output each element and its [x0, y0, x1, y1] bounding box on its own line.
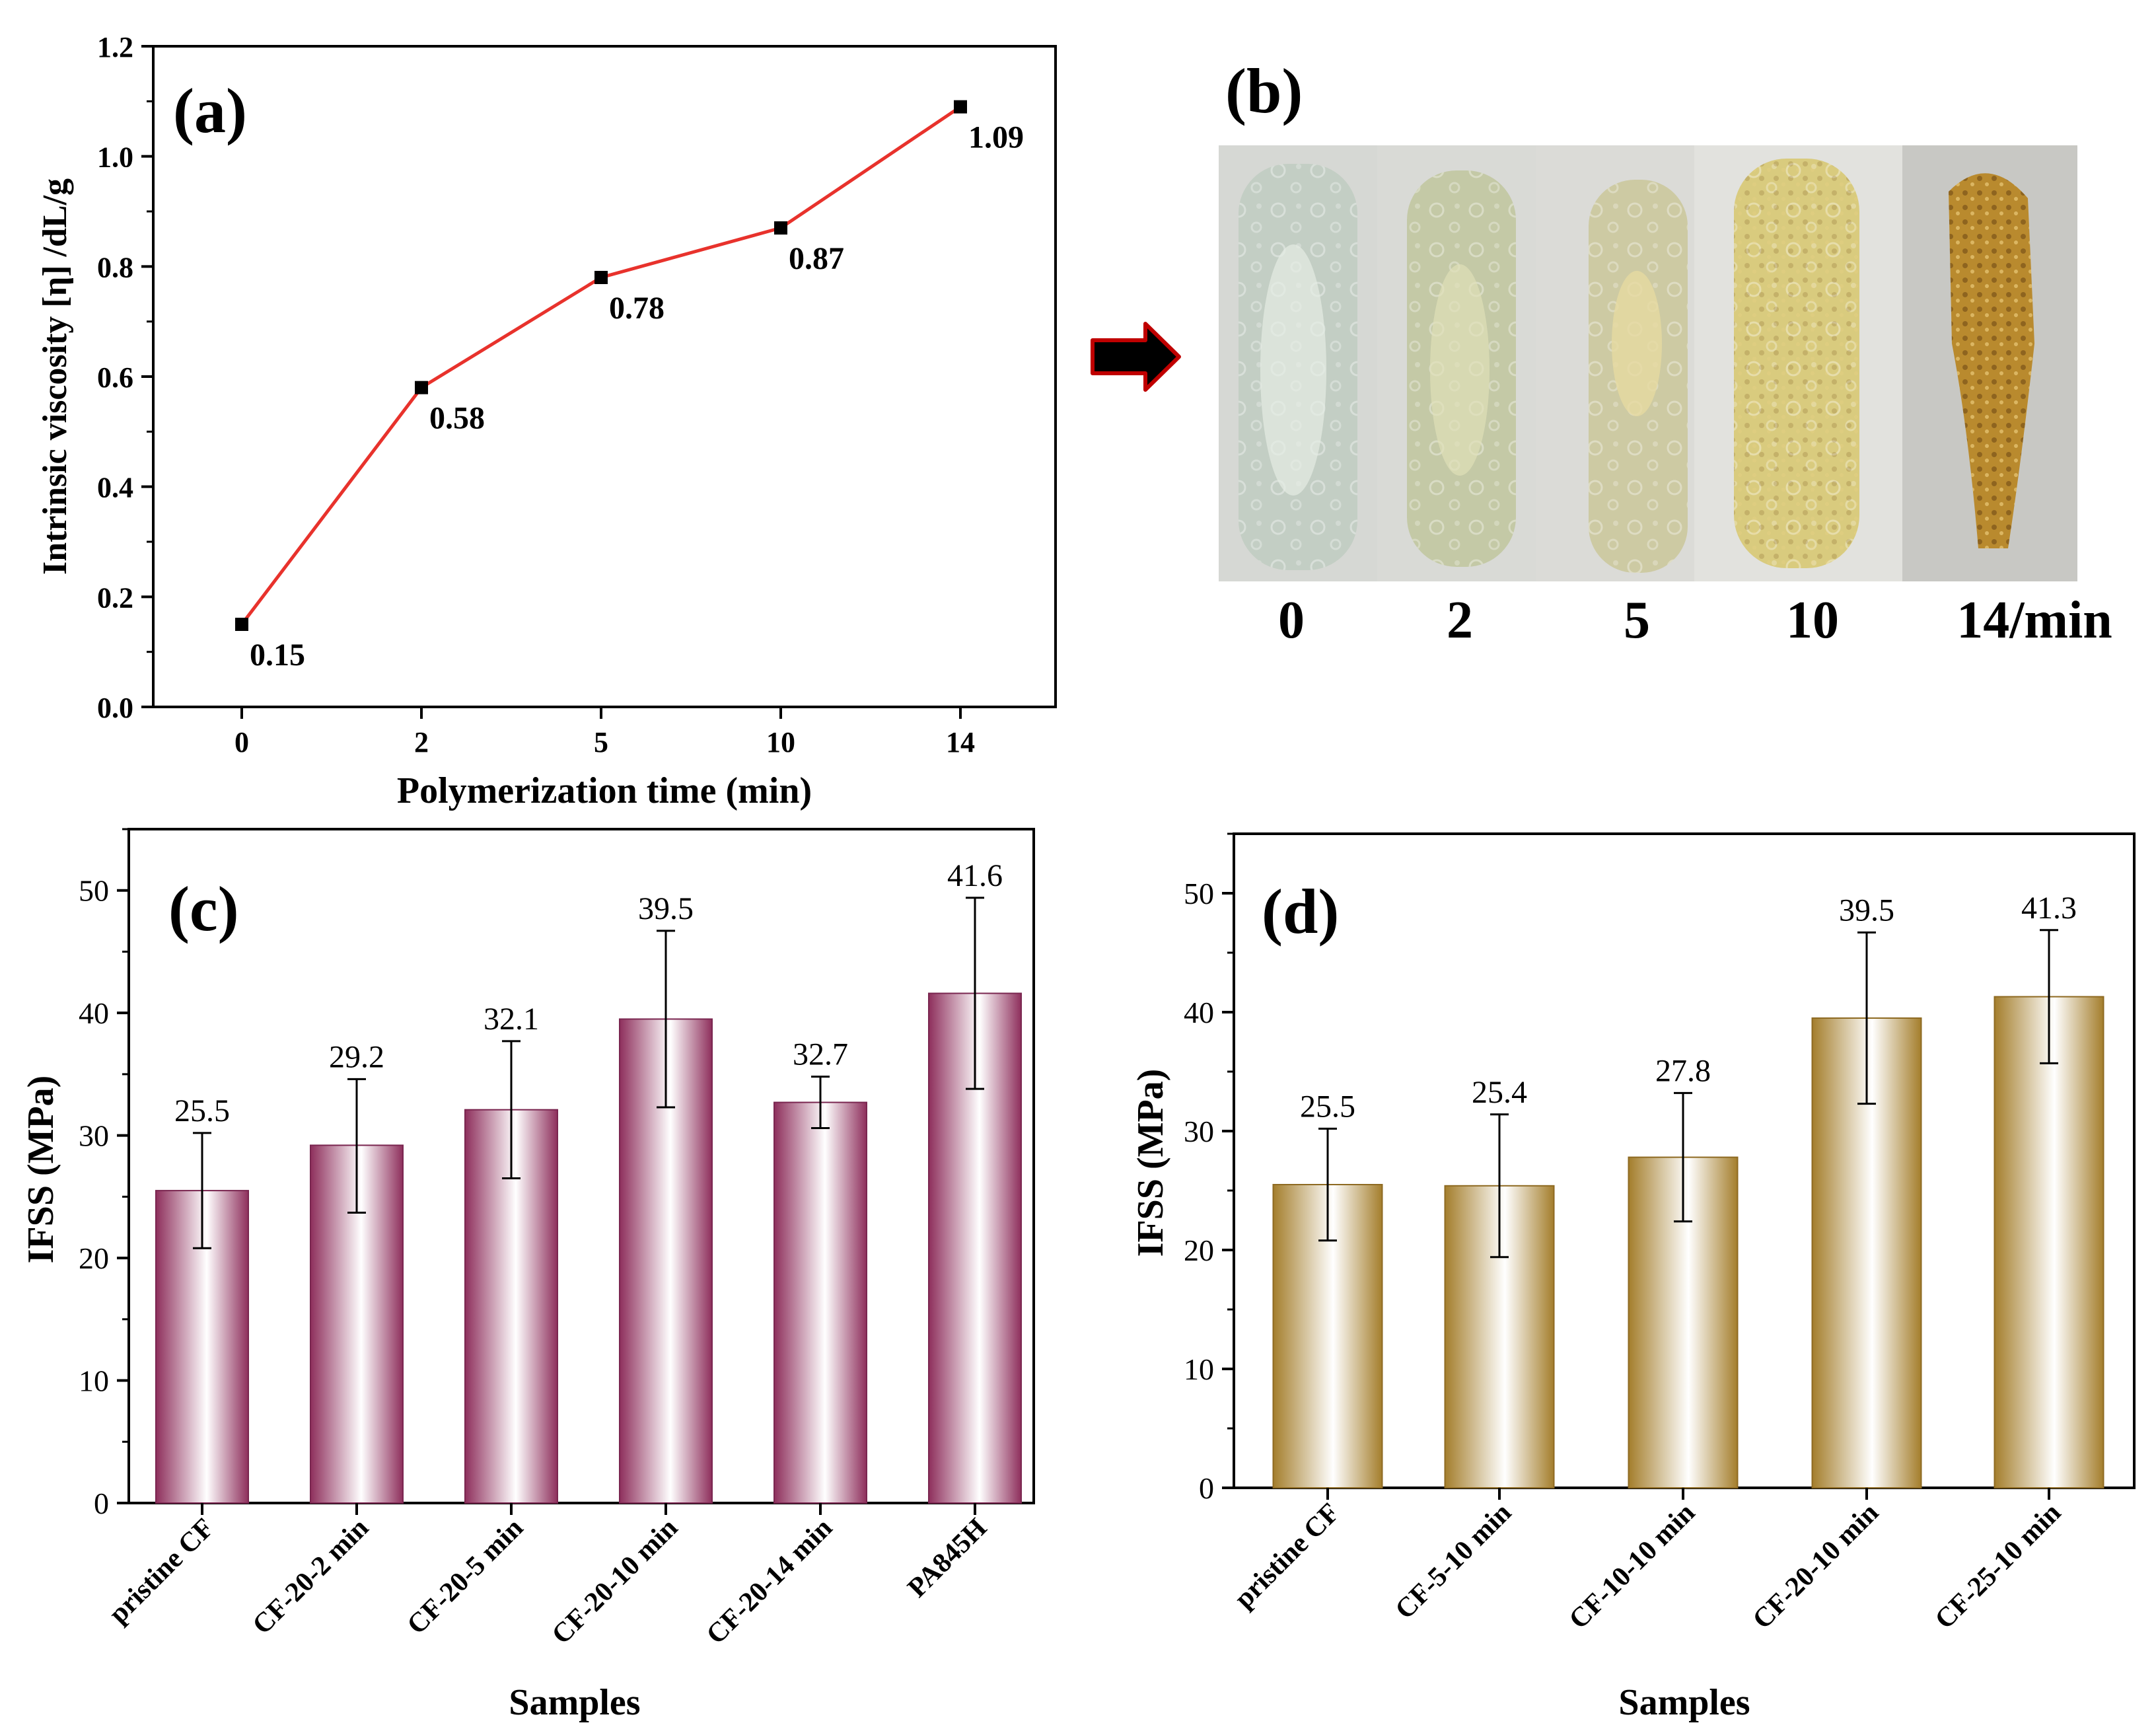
y-tick-label: 20: [79, 1241, 109, 1275]
data-label: 39.5: [1839, 893, 1894, 928]
right-arrow-icon: [1091, 322, 1181, 392]
data-label: 41.6: [947, 858, 1003, 893]
panel-c-x-axis: pristine CF CF-20-2 min CF-20-5 min CF-20-1…: [103, 1503, 993, 1650]
panel-a-series-line: [240, 105, 962, 626]
data-label: 25.5: [174, 1093, 230, 1128]
x-tick-label: CF-20-14 min: [701, 1513, 838, 1650]
data-label: 27.8: [1655, 1053, 1711, 1088]
y-tick-label: 0.4: [97, 472, 133, 504]
x-tick-label: CF-10-10 min: [1563, 1498, 1701, 1635]
x-tick-label: CF-5-10 min: [1390, 1498, 1517, 1625]
panel-d-x-axis: pristine CF CF-5-10 min CF-10-10 min CF-20-…: [1229, 1488, 2067, 1635]
x-tick-label: 14: [946, 726, 975, 758]
y-tick-label: 10: [1184, 1352, 1214, 1386]
bar: [773, 1101, 867, 1504]
x-tick-label: CF-20-2 min: [247, 1513, 375, 1640]
data-label: 39.5: [638, 891, 694, 926]
panel-b-sample-labels: 0 2 5 10 14/min: [1278, 591, 2112, 649]
sample-photo-14: [1902, 145, 2077, 581]
y-tick-label: 0.2: [97, 581, 133, 614]
panel-b-label: (b): [1225, 55, 1303, 126]
x-tick-label: CF-20-5 min: [402, 1513, 529, 1640]
sample-label-5: 5: [1624, 591, 1650, 649]
panel-c-label: (c): [168, 873, 239, 944]
y-tick-label: 1.0: [97, 141, 133, 174]
sample-photo-0: [1219, 145, 1377, 581]
data-label: 0.87: [789, 241, 844, 276]
panel-a-line-chart: (a) 0.00.20.40.60.81.01.2 0 2 5 10 14 0.150.…: [36, 31, 1057, 811]
data-label: 32.1: [484, 1002, 539, 1037]
x-tick-label: 0: [234, 726, 249, 758]
sample-photo-5: [1536, 145, 1694, 581]
panel-b-photo: (b): [1219, 55, 2112, 649]
panel-a-y-axis: 0.0 0.2 0.4 0.6 0.8 1.0 1.2: [97, 31, 153, 724]
panel-d-bar-chart: (d) 0 10 20 30 40 50 25.5 25.4 27.8 39.5 41.3 pri…: [1130, 832, 2136, 1723]
x-tick-label: PA845H: [902, 1513, 993, 1604]
panel-d-label: (d): [1262, 876, 1339, 947]
y-tick-label: 50: [1184, 877, 1214, 910]
data-point: [594, 271, 608, 284]
x-tick-label: CF-25-10 min: [1929, 1498, 2067, 1635]
data-label: 25.5: [1300, 1089, 1355, 1124]
y-tick-label: 0: [1199, 1471, 1214, 1505]
data-point: [415, 381, 428, 394]
data-label: 0.58: [429, 401, 485, 436]
panel-d-y-axis-title: IFSS (MPa): [1130, 1069, 1171, 1257]
sample-label-10: 10: [1786, 591, 1839, 649]
y-tick-label: 0: [94, 1487, 109, 1520]
panel-a-x-axis: 0 2 5 10 14: [234, 707, 975, 758]
sample-label-0: 0: [1278, 591, 1305, 649]
data-label: 29.2: [329, 1039, 384, 1074]
sample-label-2: 2: [1447, 591, 1473, 649]
y-tick-label: 10: [79, 1364, 109, 1398]
data-label: 0.78: [609, 291, 665, 326]
x-tick-label: 5: [594, 726, 608, 758]
panel-c-bars: 25.5 29.2 32.1 39.5 32.7 41.6: [155, 858, 1022, 1504]
panel-a-label: (a): [173, 75, 247, 146]
panel-d-bars: 25.5 25.4 27.8 39.5 41.3: [1272, 891, 2104, 1489]
sample-photo-10: [1694, 145, 1902, 581]
bar: [1994, 996, 2104, 1488]
y-tick-label: 30: [1184, 1115, 1214, 1148]
panel-c-x-axis-title: Samples: [509, 1682, 640, 1723]
panel-a-points: 0.15 0.58 0.78 0.87 1.09: [235, 100, 1024, 673]
panel-a-x-axis-title: Polymerization time (min): [397, 770, 812, 811]
y-tick-label: 0.0: [97, 692, 133, 724]
y-tick-label: 1.2: [97, 31, 133, 63]
panel-c-y-axis-title: IFSS (MPa): [20, 1076, 61, 1264]
panel-d-x-axis-title: Samples: [1618, 1682, 1750, 1723]
data-label: 25.4: [1472, 1075, 1527, 1110]
y-tick-label: 40: [79, 996, 109, 1030]
y-tick-label: 0.8: [97, 251, 133, 283]
data-label: 0.15: [250, 638, 305, 673]
y-tick-label: 20: [1184, 1233, 1214, 1267]
panel-a-y-axis-title: Intrinsic viscosity [η] /dL/g: [36, 178, 74, 575]
panel-c-bar-chart: (c) 0 10 20 30 40 50 25.5 29.2 32.1 39.5 32.7 41.6…: [20, 828, 1035, 1723]
x-tick-label: CF-20-10 min: [1747, 1498, 1885, 1635]
x-tick-label: pristine CF: [1229, 1498, 1346, 1615]
panel-c-plot-frame: [127, 828, 1035, 1504]
data-label: 41.3: [2021, 891, 2077, 926]
y-tick-label: 30: [79, 1119, 109, 1153]
data-point: [235, 618, 248, 631]
sample-label-14-min: 14/min: [1957, 591, 2112, 649]
data-label: 32.7: [793, 1037, 848, 1072]
sample-photo-2: [1377, 145, 1536, 581]
data-point: [774, 221, 787, 235]
data-label: 1.09: [968, 120, 1024, 155]
y-tick-label: 50: [79, 874, 109, 908]
panel-d-y-axis: 0 10 20 30 40 50: [1184, 832, 1234, 1505]
x-tick-label: pristine CF: [103, 1513, 220, 1630]
x-tick-label: 2: [414, 726, 429, 758]
x-tick-label: 10: [766, 726, 795, 758]
x-tick-label: CF-20-10 min: [546, 1513, 684, 1650]
panel-c-y-axis: 0 10 20 30 40 50: [79, 828, 129, 1520]
y-tick-label: 0.6: [97, 361, 133, 394]
panel-a-plot-frame: [152, 45, 1057, 708]
data-point: [954, 100, 967, 114]
y-tick-label: 40: [1184, 996, 1214, 1029]
